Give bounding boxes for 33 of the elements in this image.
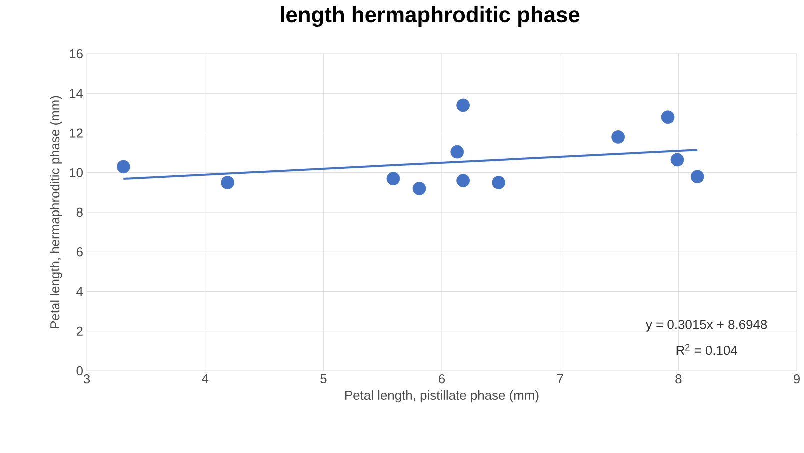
y-tick-label: 14 <box>70 89 84 98</box>
x-tick-label: 4 <box>202 374 209 384</box>
point <box>456 174 470 188</box>
point <box>117 160 130 174</box>
y-tick-label: 4 <box>76 287 84 296</box>
point <box>386 172 400 186</box>
point <box>661 110 675 124</box>
x-tick-label: 7 <box>557 374 564 384</box>
annotation: R$^{2}$ = 0.104 <box>676 344 738 356</box>
annotation: y = 0.3015x + 8.6948 <box>646 320 768 332</box>
point <box>221 176 234 190</box>
y-tick-label: 6 <box>76 248 83 257</box>
y-tick-label: 16 <box>70 49 83 59</box>
point <box>450 145 464 159</box>
x-tick-label: 5 <box>320 374 327 384</box>
chart-title: length hermaphroditic phase <box>281 6 580 28</box>
point <box>612 130 625 144</box>
point <box>690 170 704 184</box>
y-tick-label: 12 <box>70 128 83 138</box>
y-tick-label: 10 <box>70 168 83 178</box>
x-tick-label: 3 <box>84 374 90 384</box>
y-tick-label: 0 <box>76 366 83 376</box>
y-axis-title: Petal length, hermaphroditic phase (mm) <box>50 96 62 328</box>
x-axis-title: Petal length, pistillate phase (mm) <box>346 390 539 403</box>
point <box>670 153 684 167</box>
x-tick-label: 6 <box>439 374 446 384</box>
y-tick-label: 2 <box>76 326 83 336</box>
point <box>412 182 426 196</box>
point <box>492 176 506 190</box>
x-tick-label: 8 <box>676 374 682 384</box>
y-tick-label: 8 <box>76 208 83 218</box>
point <box>456 98 470 112</box>
x-tick-label: 9 <box>794 374 800 384</box>
